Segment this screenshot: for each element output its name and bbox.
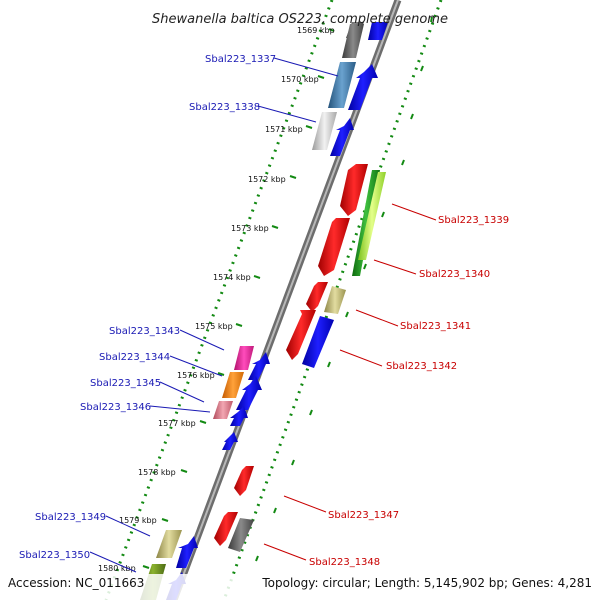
gene-label-text: Sbal223_1343: [109, 326, 180, 337]
kbp-tick-8: 1576 kbp: [177, 371, 225, 380]
kbp-tick-9: 1577 kbp: [158, 419, 207, 428]
gene-feature-lime[interactable]: [358, 172, 386, 260]
scale-track-left: [104, 0, 334, 600]
gene-feature-gray-top[interactable]: [342, 22, 364, 58]
scale-ticks-right: [255, 16, 433, 562]
kbp-tick-11: 1579 kbp: [119, 516, 169, 525]
gene-feature-light-gray[interactable]: [312, 112, 337, 150]
gene-feature-blue-8[interactable]: [176, 536, 198, 568]
gene-feature-red-1348[interactable]: [214, 512, 238, 546]
kbp-tick-5: 1573 kbp: [231, 224, 279, 233]
gene-label-text: Sbal223_1341: [400, 321, 471, 332]
kbp-label: 1577 kbp: [158, 419, 196, 428]
kbp-tick-4: 1572 kbp: [248, 175, 297, 184]
gene-feature-blue-1342[interactable]: [302, 316, 334, 368]
gene-label-right-1339[interactable]: Sbal223_1339: [391, 203, 509, 226]
gene-feature-khaki-1341[interactable]: [324, 286, 346, 314]
gene-feature-blue-3[interactable]: [330, 118, 354, 156]
gene-label-left-1346[interactable]: Sbal223_1346: [80, 402, 211, 413]
gene-feature-red-1342[interactable]: [286, 310, 316, 360]
gene-label-right-1341[interactable]: Sbal223_1341: [355, 309, 471, 332]
kbp-tick-1: 1569 kbp: [297, 26, 335, 35]
kbp-label: 1569 kbp: [297, 26, 335, 35]
kbp-tick-7: 1575 kbp: [195, 322, 243, 331]
kbp-label: 1579 kbp: [119, 516, 157, 525]
gene-feature-orange[interactable]: [222, 372, 244, 398]
gene-feature-red-1339[interactable]: [340, 164, 368, 216]
gene-label-left-1349[interactable]: Sbal223_1349: [35, 512, 151, 537]
gene-feature-red-1347[interactable]: [234, 466, 254, 496]
kbp-tick-2: 1570 kbp: [281, 75, 325, 84]
gene-label-text: Sbal223_1350: [19, 550, 90, 561]
kbp-tick-6: 1574 kbp: [213, 273, 261, 282]
gene-feature-red-1341[interactable]: [306, 282, 328, 312]
gene-label-right-1340[interactable]: Sbal223_1340: [373, 259, 490, 280]
accession-text: Accession: NC_011663: [8, 576, 144, 590]
gene-feature-gray-1348[interactable]: [228, 518, 254, 552]
kbp-tick-12: 1580 kbp: [98, 564, 150, 573]
gene-label-left-1338[interactable]: Sbal223_1338: [189, 102, 317, 123]
kbp-tick-3: 1571 kbp: [265, 125, 313, 134]
gene-label-text: Sbal223_1337: [205, 54, 276, 65]
gene-feature-khaki-bottom[interactable]: [156, 530, 182, 558]
gene-feature-red-1340[interactable]: [318, 218, 350, 276]
gene-label-left-1350[interactable]: Sbal223_1350: [19, 550, 137, 573]
kbp-label: 1578 kbp: [138, 468, 176, 477]
gene-feature-steel[interactable]: [328, 62, 356, 108]
gene-label-left-1343[interactable]: Sbal223_1343: [109, 326, 225, 351]
kbp-label: 1570 kbp: [281, 75, 319, 84]
gene-feature-pink[interactable]: [234, 346, 254, 370]
map-title: Shewanella baltica OS223, complete genom…: [152, 12, 448, 27]
gene-feature-blue-6[interactable]: [230, 406, 248, 426]
gene-label-right-1342[interactable]: Sbal223_1342: [339, 349, 457, 372]
gene-feature-blue-2[interactable]: [348, 64, 378, 110]
gene-feature-blue-4[interactable]: [248, 352, 270, 380]
gene-label-text: Sbal223_1345: [90, 378, 161, 389]
kbp-label: 1580 kbp: [98, 564, 136, 573]
gene-label-text: Sbal223_1347: [328, 510, 399, 521]
kbp-label: 1573 kbp: [231, 224, 269, 233]
gene-label-text: Sbal223_1340: [419, 269, 490, 280]
gene-label-left-1344[interactable]: Sbal223_1344: [99, 352, 223, 377]
kbp-label: 1574 kbp: [213, 273, 251, 282]
gene-feature-blue-1[interactable]: [368, 22, 388, 40]
gene-label-text: Sbal223_1346: [80, 402, 151, 413]
kbp-label: 1571 kbp: [265, 125, 303, 134]
gene-feature-rose[interactable]: [213, 401, 233, 419]
gene-label-right-1348[interactable]: Sbal223_1348: [263, 543, 380, 568]
kbp-label: 1576 kbp: [177, 371, 215, 380]
gene-label-text: Sbal223_1338: [189, 102, 260, 113]
gene-feature-blue-5[interactable]: [236, 376, 262, 410]
gene-label-right-1347[interactable]: Sbal223_1347: [283, 495, 399, 521]
gene-label-text: Sbal223_1339: [438, 215, 509, 226]
gene-label-text: Sbal223_1348: [309, 557, 380, 568]
kbp-tick-10: 1578 kbp: [138, 468, 188, 477]
gene-label-left-1345[interactable]: Sbal223_1345: [90, 378, 205, 403]
gene-label-left-1337[interactable]: Sbal223_1337: [205, 54, 339, 77]
gene-label-text: Sbal223_1342: [386, 361, 457, 372]
gene-feature-blue-7[interactable]: [222, 432, 238, 450]
gene-label-text: Sbal223_1344: [99, 352, 170, 363]
genome-summary-text: Topology: circular; Length: 5,145,902 bp…: [261, 576, 592, 590]
kbp-label: 1572 kbp: [248, 175, 286, 184]
gene-label-text: Sbal223_1349: [35, 512, 106, 523]
kbp-label: 1575 kbp: [195, 322, 233, 331]
